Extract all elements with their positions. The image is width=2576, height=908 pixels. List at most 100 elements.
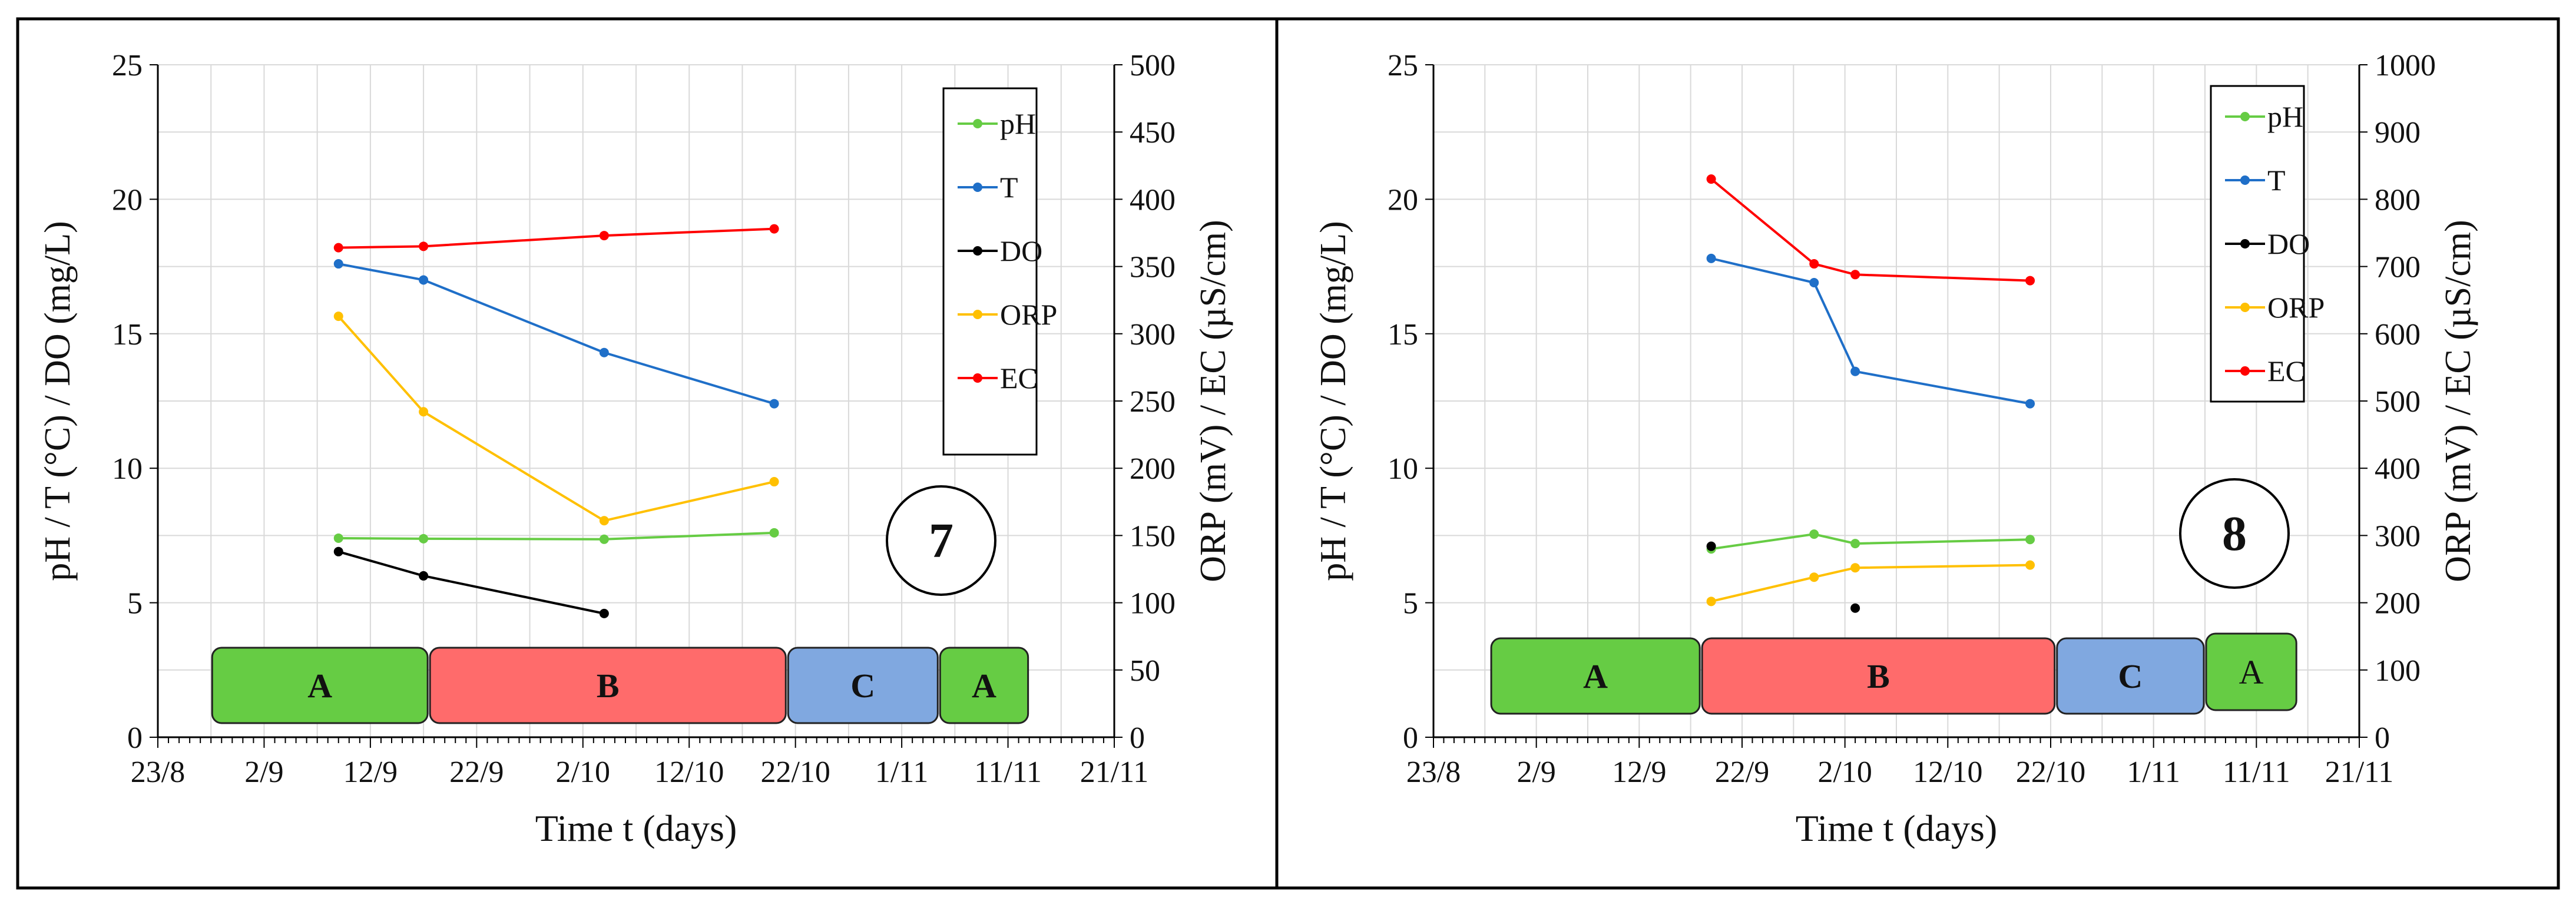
legend-swatch-marker [973,183,982,192]
data-point-do [1850,603,1860,613]
data-point-orp [769,477,779,487]
phase-box [1701,637,2056,715]
legend-label: EC [2267,354,2305,387]
x-tick-label: 2/10 [1817,755,1872,789]
right-y-tick-label: 200 [1130,452,1176,486]
legend-label: pH [1000,107,1036,140]
legend-label: T [1000,171,1018,204]
data-point-orp [2025,560,2035,570]
right-y-tick-label: 400 [2375,452,2421,486]
left-y-tick-label: 15 [112,318,143,352]
right-y-tick-label: 0 [1130,721,1145,755]
x-tick-label: 12/9 [1612,755,1666,789]
data-point-ec [769,224,779,234]
right-y-tick-label: 250 [1130,385,1176,419]
left-y-tick-label: 0 [1403,721,1418,755]
legend-swatch-marker [2240,366,2250,376]
left-axis-title: pH / T (°C) / DO (mg/L) [38,221,78,581]
data-point-ph [333,533,343,543]
x-tick-label: 11/11 [974,755,1042,789]
x-tick-label: 22/10 [760,755,830,789]
x-tick-label: 12/9 [343,755,398,789]
x-axis-title: Time t (days) [535,807,737,849]
data-point-ph [419,533,429,544]
x-tick-label: 2/9 [1517,755,1555,789]
chart-panel-8: 23/8 2/9 12/9 22/9 2/10 12/10 22/10 1/11 11/11 21… [1313,49,2478,849]
phase-box [2056,637,2205,715]
x-tick-label: 2/9 [244,755,283,789]
series-line-orp [1711,564,2031,603]
legend-box [942,87,1038,456]
panel-8-frame [1275,17,2560,890]
data-point-t [599,347,609,357]
x-tick-label: 21/11 [2325,755,2394,789]
data-point-orp [333,311,343,322]
right-y-tick-label: 450 [1130,116,1176,150]
right-y-tick-label: 1000 [2375,49,2436,82]
data-point-ec [2025,276,2035,286]
data-point-t [1850,366,1860,376]
data-point-do [333,546,343,556]
data-point-orp [599,516,609,526]
left-y-tick-label: 10 [1388,452,1418,486]
series-line-orp [337,315,775,522]
right-y-tick-label: 600 [2375,318,2421,352]
x-axis-title: Time t (days) [1796,807,1998,849]
series-line-ec [1710,178,2031,282]
legend-swatch-marker [973,310,982,319]
phase-label: C [2118,657,2143,695]
right-y-tick-label: 500 [2375,385,2421,419]
right-y-tick-label: 300 [1130,318,1176,352]
phase-label: A [307,667,332,705]
right-axis-title: ORP (mV) / EC (µS/cm) [2438,220,2478,582]
data-point-ph [769,528,779,538]
panel-number-circle [2179,478,2290,589]
legend-swatch-marker [2240,175,2250,185]
data-point-ec [333,243,343,253]
data-point-t [1706,253,1716,263]
right-axis-title: ORP (mV) / EC (µS/cm) [1193,220,1233,582]
phase-label: A [2239,653,2264,691]
legend-label: T [2267,164,2286,197]
x-tick-label: 23/8 [1406,755,1461,789]
left-y-tick-label: 5 [127,587,143,621]
data-point-ph [599,534,609,544]
legend-swatch-marker [973,246,982,256]
x-tick-label: 23/8 [131,755,185,789]
x-tick-label: 21/11 [1080,755,1149,789]
x-tick-label: 1/11 [2127,755,2180,789]
phase-box [429,647,787,724]
data-point-do [1706,541,1716,551]
legend-label: ORP [2267,291,2325,324]
legend-label: EC [1000,362,1038,395]
phase-box [1490,637,1701,715]
panel-number: 7 [929,513,953,568]
data-point-orp [1850,563,1860,573]
right-y-tick-label: 0 [2375,721,2390,755]
legend-label: ORP [1000,298,1057,331]
right-y-tick-label: 50 [1130,654,1160,688]
right-y-tick-label: 800 [2375,183,2421,217]
x-tick-label: 2/10 [556,755,610,789]
legend-label: pH [2267,100,2303,133]
data-point-ec [1809,259,1819,269]
panel-number: 8 [2222,506,2247,561]
phase-label: C [850,667,875,705]
right-y-tick-label: 400 [1130,183,1176,217]
right-y-tick-label: 350 [1130,251,1176,284]
right-y-tick-label: 300 [2375,519,2421,553]
phase-box [211,647,429,724]
phase-box [787,647,939,724]
x-tick-label: 12/10 [1913,755,1982,789]
x-tick-label: 12/10 [654,755,724,789]
phase-box [2205,632,2297,711]
data-point-ec [1850,270,1860,280]
data-point-ph [1809,529,1819,539]
legend-swatch-marker [973,119,982,128]
data-point-ec [1706,174,1716,184]
data-point-t [2025,399,2035,409]
legend-swatch-marker [2240,303,2250,312]
left-y-tick-label: 0 [127,721,143,755]
data-point-orp [1809,572,1819,582]
